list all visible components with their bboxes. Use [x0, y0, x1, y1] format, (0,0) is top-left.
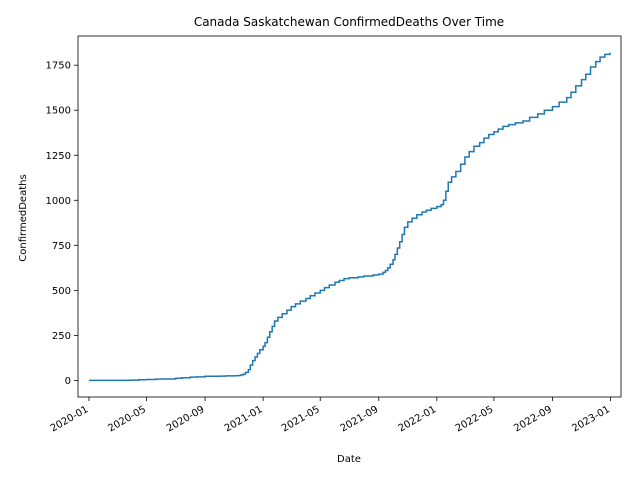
- plot-area: [88, 52, 611, 382]
- y-tick-label: 1000: [46, 196, 71, 207]
- x-axis-title: Date: [337, 454, 361, 465]
- y-axis: 0 250 500 750 1000 1250 1500 1750: [46, 61, 78, 387]
- y-tick-label: 1250: [46, 151, 71, 162]
- y-tick-label: 0: [65, 376, 71, 387]
- y-tick-label: 1750: [46, 61, 71, 72]
- series-line-0: [88, 52, 611, 382]
- y-tick-label: 250: [52, 331, 71, 342]
- chart-title: Canada Saskatchewan ConfirmedDeaths Over…: [194, 15, 504, 29]
- axes-frame: [77, 35, 622, 398]
- y-tick-label: 500: [52, 286, 71, 297]
- y-tick-label: 750: [52, 241, 71, 252]
- y-axis-title: ConfirmedDeaths: [18, 174, 29, 261]
- y-tick-label: 1500: [46, 106, 71, 117]
